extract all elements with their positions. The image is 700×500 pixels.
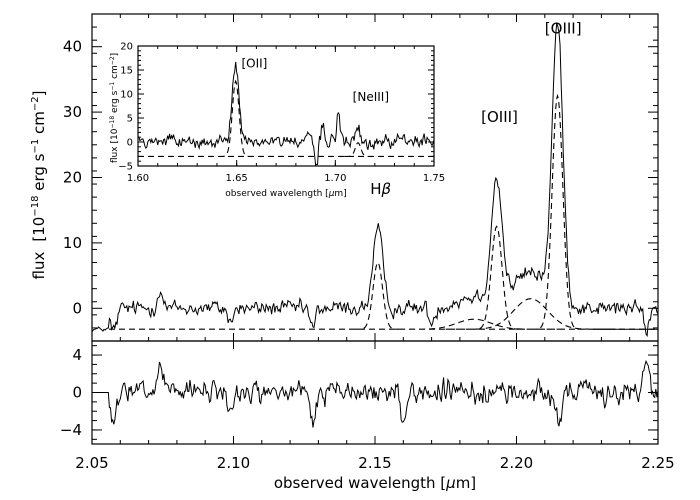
inset-x-tick-label: 1.70: [324, 173, 346, 184]
residual-y-tick-label: 4: [72, 346, 82, 364]
inset-y-tick-label: 0: [127, 138, 133, 149]
emission-line-label: [OIII]: [481, 108, 518, 126]
inset-emission-line-label: [NeIII]: [353, 90, 389, 104]
x-tick-label: 2.10: [217, 454, 250, 472]
inset-y-tick-label: 10: [120, 90, 133, 101]
y-tick-label: 0: [72, 299, 82, 317]
inset-background: [138, 46, 434, 166]
inset-emission-line-labels: [OII] [NeIII]: [241, 57, 389, 105]
residuals-panel: −4 0 4: [60, 340, 659, 445]
inset-y-tick-label: 5: [127, 114, 133, 125]
residual-y-tick-label: 0: [72, 384, 82, 402]
inset-y-tick-label: 20: [120, 42, 133, 53]
inset-x-axis-title: observed wavelength [μm]: [225, 189, 346, 199]
inset-x-tick-label: 1.60: [127, 173, 149, 184]
observed-spectrum-line: [91, 22, 659, 338]
inset-y-tick-label: 15: [120, 66, 133, 77]
residuals-line: [92, 359, 659, 428]
y-tick-label: 20: [63, 169, 82, 187]
emission-line-labels: Hβ [OIII] [OIII]: [370, 20, 581, 198]
x-tick-label: 2.05: [75, 454, 108, 472]
x-tick-label: 2.20: [500, 454, 533, 472]
y-axis-title: flux[10−18 erg s−1 cm−2]: [30, 91, 48, 280]
inset-plot-frame: [137, 45, 435, 167]
emission-line-label: Hβ: [370, 180, 391, 198]
inset-axis-ticks: 1.60 1.65 1.70 1.75 −5 0 5 10 15 20: [118, 42, 445, 185]
inset-y-axis-title: flux[10−18 erg s−1 cm−2]: [109, 53, 120, 163]
inset-emission-line-label: [OII]: [241, 57, 267, 71]
y-tick-label: 30: [63, 103, 82, 121]
model-components: [108, 93, 658, 330]
inset-x-tick-label: 1.75: [423, 173, 445, 184]
x-axis-title: observed wavelength [μm]: [274, 474, 476, 492]
inset-x-tick-label: 1.65: [226, 173, 248, 184]
residual-y-tick-label: −4: [60, 421, 82, 439]
emission-line-label: [OIII]: [545, 20, 582, 38]
residuals-plot-frame: [91, 340, 659, 445]
inset-y-tick-label: −5: [118, 162, 133, 173]
x-tick-label: 2.15: [358, 454, 391, 472]
y-tick-label: 10: [63, 234, 82, 252]
inset-observed-spectrum-line: [137, 61, 435, 166]
inset-model-components: [138, 79, 434, 157]
y-tick-label: 40: [63, 38, 82, 56]
inset-spectrum-panel: 1.60 1.65 1.70 1.75 −5 0 5 10 15 20 [OII] [NeIII]: [118, 42, 445, 185]
x-tick-label: 2.25: [641, 454, 674, 472]
